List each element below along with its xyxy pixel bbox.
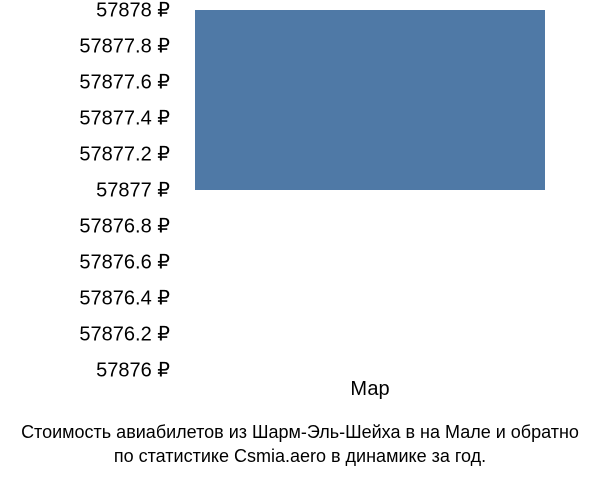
y-tick-label: 57877 ₽ <box>96 178 180 203</box>
y-tick-label: 57876 ₽ <box>96 358 180 383</box>
plot-area: 57878 ₽57877.8 ₽57877.6 ₽57877.4 ₽57877.… <box>180 10 560 370</box>
y-tick-label: 57878 ₽ <box>96 0 180 23</box>
chart-caption: Стоимость авиабилетов из Шарм-Эль-Шейха … <box>0 420 600 469</box>
bar <box>195 10 545 190</box>
y-tick-label: 57876.8 ₽ <box>79 214 180 239</box>
y-tick-label: 57877.8 ₽ <box>79 34 180 59</box>
y-tick-label: 57876.6 ₽ <box>79 250 180 275</box>
y-tick-label: 57877.6 ₽ <box>79 70 180 95</box>
x-tick-label: Мар <box>350 370 389 401</box>
chart-container: 57878 ₽ 57877.8 ₽ 57877.6 ₽ 57877.4 ₽ 57877.… <box>0 0 600 500</box>
caption-line-1: Стоимость авиабилетов из Шарм-Эль-Шейха … <box>21 422 579 442</box>
y-tick-label: 57877.4 ₽ <box>79 106 180 131</box>
y-tick-label: 57876.2 ₽ <box>79 322 180 347</box>
y-tick-label: 57876.4 ₽ <box>79 286 180 311</box>
caption-line-2: по статистике Csmia.aero в динамике за г… <box>114 446 486 466</box>
y-tick-label: 57877.2 ₽ <box>79 142 180 167</box>
